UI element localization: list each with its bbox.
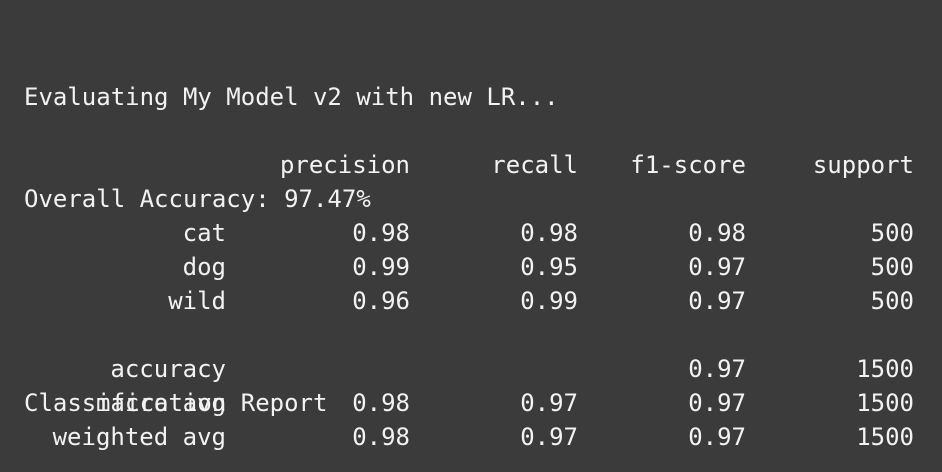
cat-precision: 0.98: [352, 219, 410, 247]
classification-report-title: Classification Report: [24, 389, 328, 417]
dog-f1-score: 0.97: [688, 253, 746, 281]
wild-support: 500: [870, 287, 914, 315]
weighted-avg-precision: 0.98: [352, 423, 410, 451]
row-label-accuracy: accuracy: [110, 355, 226, 383]
cat-support: 500: [870, 219, 914, 247]
dog-support: 500: [870, 253, 914, 281]
header-precision: precision: [279, 151, 410, 179]
macro-avg-support: 1500: [856, 389, 914, 417]
macro-avg-recall: 0.97: [520, 389, 578, 417]
header-recall: recall: [491, 151, 578, 179]
macro-avg-precision: 0.98: [352, 389, 410, 417]
evaluating-line: Evaluating My Model v2 with new LR...: [24, 83, 559, 111]
weighted-avg-support: 1500: [856, 423, 914, 451]
cat-f1-score: 0.98: [688, 219, 746, 247]
header-support: support: [812, 151, 914, 179]
dog-precision: 0.99: [352, 253, 410, 281]
accuracy-precision: [226, 352, 410, 386]
header-f1-score: f1-score: [630, 151, 746, 179]
wild-f1-score: 0.97: [688, 287, 746, 315]
row-label-cat: cat: [182, 219, 226, 247]
wild-recall: 0.99: [520, 287, 578, 315]
row-label-wild: wild: [168, 287, 226, 315]
wild-precision: 0.96: [352, 287, 410, 315]
accuracy-recall: [410, 352, 578, 386]
dog-recall: 0.95: [520, 253, 578, 281]
row-label-weighted-avg: weighted avg: [52, 423, 226, 451]
macro-avg-f1-score: 0.97: [688, 389, 746, 417]
row-label-macro-avg: macro avg: [95, 389, 226, 417]
overall-accuracy-line: Overall Accuracy: 97.47%: [24, 185, 371, 213]
weighted-avg-f1-score: 0.97: [688, 423, 746, 451]
accuracy-support: 1500: [856, 355, 914, 383]
accuracy-f1-score: 0.97: [688, 355, 746, 383]
row-label-dog: dog: [182, 253, 226, 281]
cat-recall: 0.98: [520, 219, 578, 247]
weighted-avg-recall: 0.97: [520, 423, 578, 451]
